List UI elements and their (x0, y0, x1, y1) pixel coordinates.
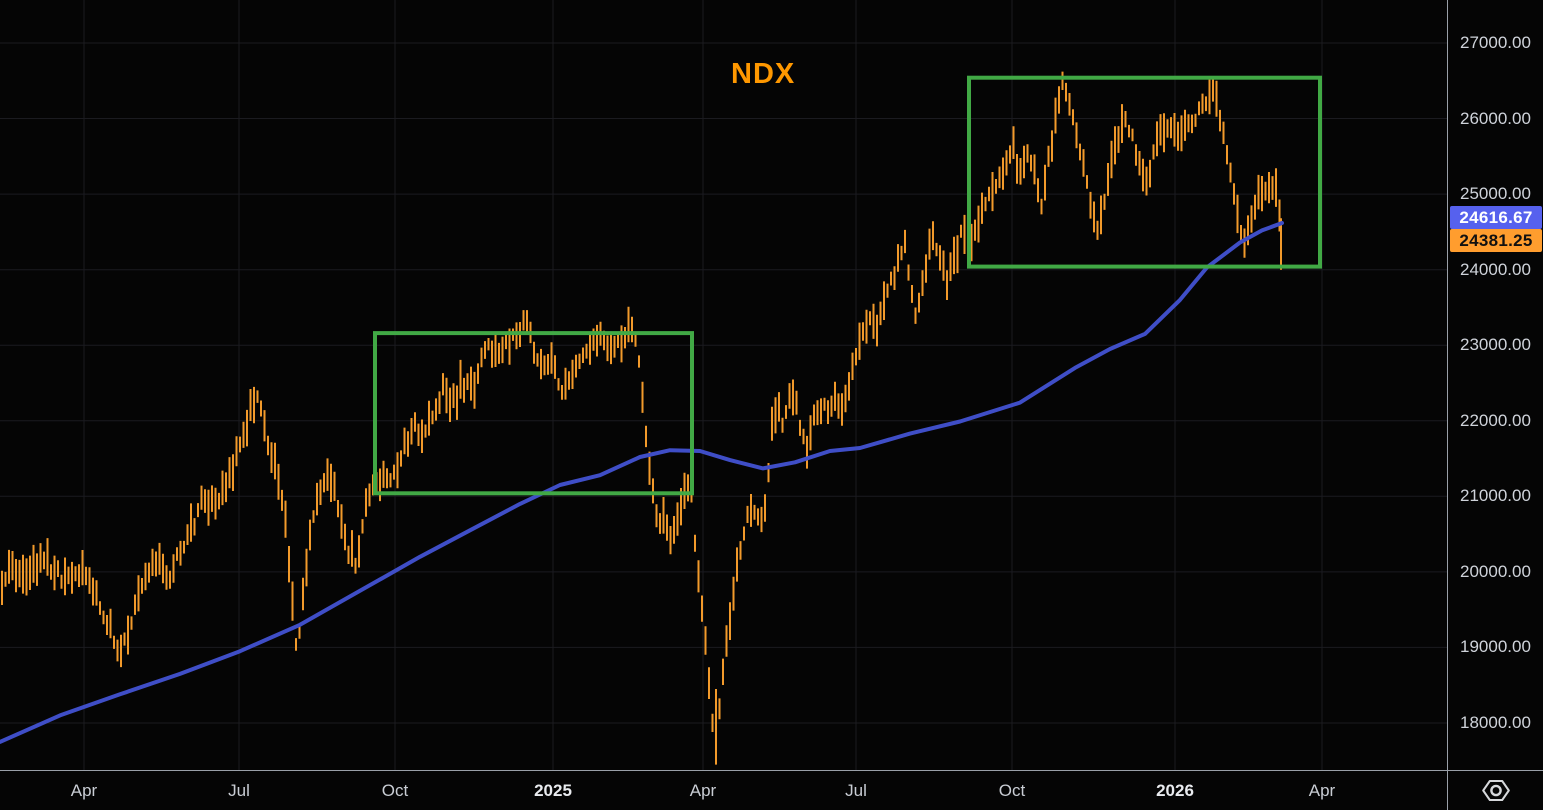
last-price-badge: 24381.25 (1450, 229, 1542, 252)
price-axis-label: 24000.00 (1460, 259, 1531, 279)
time-axis-month-label: Jul (228, 780, 250, 800)
price-axis-label: 18000.00 (1460, 713, 1531, 732)
time-axis-month-label: Apr (1308, 780, 1336, 800)
price-scale[interactable]: 24616.67 24381.25 27000.00 26000.00 25000.… (1447, 0, 1543, 770)
rectangle-drawings[interactable] (373, 75, 1322, 496)
price-axis-label: 20000.00 (1460, 561, 1531, 581)
price-pane[interactable]: NDX (0, 0, 1447, 770)
price-axis-label: 19000.00 (1460, 637, 1531, 657)
price-chart-canvas[interactable] (0, 0, 1447, 770)
grid (0, 0, 1447, 770)
time-axis-month-label: Oct (381, 780, 409, 800)
price-axis-label: 27000.00 (1460, 32, 1531, 52)
price-bars-series (1, 71, 1282, 765)
ma-price-value: 24616.67 (1459, 207, 1533, 227)
time-axis-month-label: Jul (845, 780, 867, 800)
rectangle-drawing-2[interactable] (967, 75, 1322, 269)
moving-average-line (0, 221, 1284, 744)
last-price-value: 24381.25 (1459, 230, 1533, 250)
rectangle-drawing-1[interactable] (373, 331, 694, 496)
price-axis-label: 21000.00 (1460, 486, 1531, 506)
ma-price-badge: 24616.67 (1450, 206, 1542, 229)
time-scale[interactable]: Apr Jul Oct 2025 Apr Jul Oct 2026 Apr (0, 770, 1447, 810)
time-axis-month-label: Oct (998, 780, 1026, 800)
time-axis-month-label: Apr (689, 780, 717, 800)
price-axis-label: 22000.00 (1460, 410, 1531, 430)
price-axis-label: 25000.00 (1460, 184, 1531, 204)
hexagon-eye-icon (1481, 780, 1510, 801)
symbol-text-label[interactable]: NDX (731, 58, 796, 90)
price-axis-label: 23000.00 (1460, 335, 1531, 355)
price-axis-label: 26000.00 (1460, 108, 1531, 128)
time-axis-month-label: Apr (70, 780, 98, 800)
time-axis-year-label: 2025 (534, 780, 572, 800)
time-axis-year-label: 2026 (1156, 780, 1194, 800)
scale-corner-button[interactable] (1447, 770, 1543, 810)
